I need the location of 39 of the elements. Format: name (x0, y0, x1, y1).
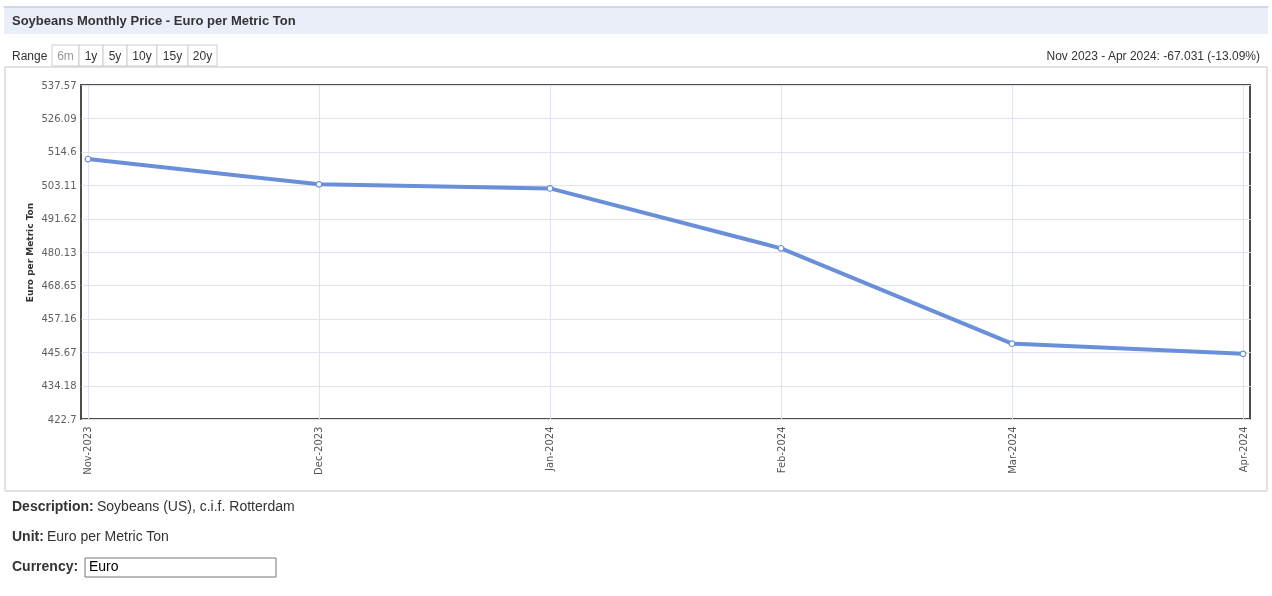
x-tick-label: Feb-2024 (775, 426, 787, 474)
x-tick-label: Mar-2024 (1006, 426, 1018, 474)
y-tick-label: 457.16 (41, 313, 77, 325)
point (315, 180, 323, 188)
text: 6m (57, 49, 74, 63)
y-tick-label: 537.57 (41, 79, 77, 91)
text: 5y (108, 49, 122, 63)
x-tick-label: Nov-2023 (82, 426, 94, 475)
y-tick-label: 514.6 (47, 146, 77, 158)
text: Currency: (12, 558, 79, 574)
text: Description: (12, 498, 94, 514)
text: 20y (192, 49, 213, 63)
x-tick-label: Jan-2024 (544, 426, 556, 472)
x-tick-label: Dec-2023 (313, 426, 325, 475)
y-tick-label: 468.65 (41, 279, 77, 291)
y-tick-label: 503.11 (41, 179, 77, 191)
text: 15y (162, 49, 183, 63)
point (1239, 350, 1247, 358)
y-tick-label: 434.18 (41, 380, 77, 392)
point (777, 244, 785, 252)
y-axis-title: Euro per Metric Ton (24, 202, 35, 303)
text: Unit: (12, 528, 44, 544)
point (546, 185, 554, 192)
text: 1y (84, 49, 98, 63)
y-tick-label: 445.67 (41, 346, 77, 358)
y-tick-label: 526.09 (41, 112, 77, 124)
point (1008, 340, 1016, 348)
x-tick-label: Apr-2024 (1237, 426, 1249, 473)
text: Euro per Metric Ton (47, 528, 169, 544)
text: 10y (132, 49, 152, 63)
y-tick-label: 422.7 (47, 413, 77, 425)
text: Nov 2023 - Apr 2024: -67.031 (-13.09%) (1046, 49, 1260, 63)
y-tick-label: 491.62 (41, 213, 77, 225)
text: Range (12, 49, 48, 63)
point (84, 155, 92, 163)
y-tick-label: 480.13 (41, 246, 77, 258)
chart-title: Soybeans Monthly Price - Euro per Metric Ton (12, 13, 296, 28)
text: Euro (89, 558, 119, 574)
text: Soybeans (US), c.i.f. Rotterdam (97, 498, 295, 514)
